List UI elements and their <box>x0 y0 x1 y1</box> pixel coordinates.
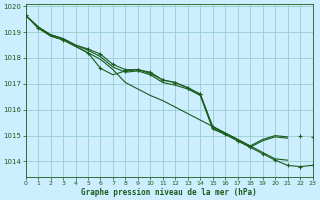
X-axis label: Graphe pression niveau de la mer (hPa): Graphe pression niveau de la mer (hPa) <box>81 188 257 197</box>
